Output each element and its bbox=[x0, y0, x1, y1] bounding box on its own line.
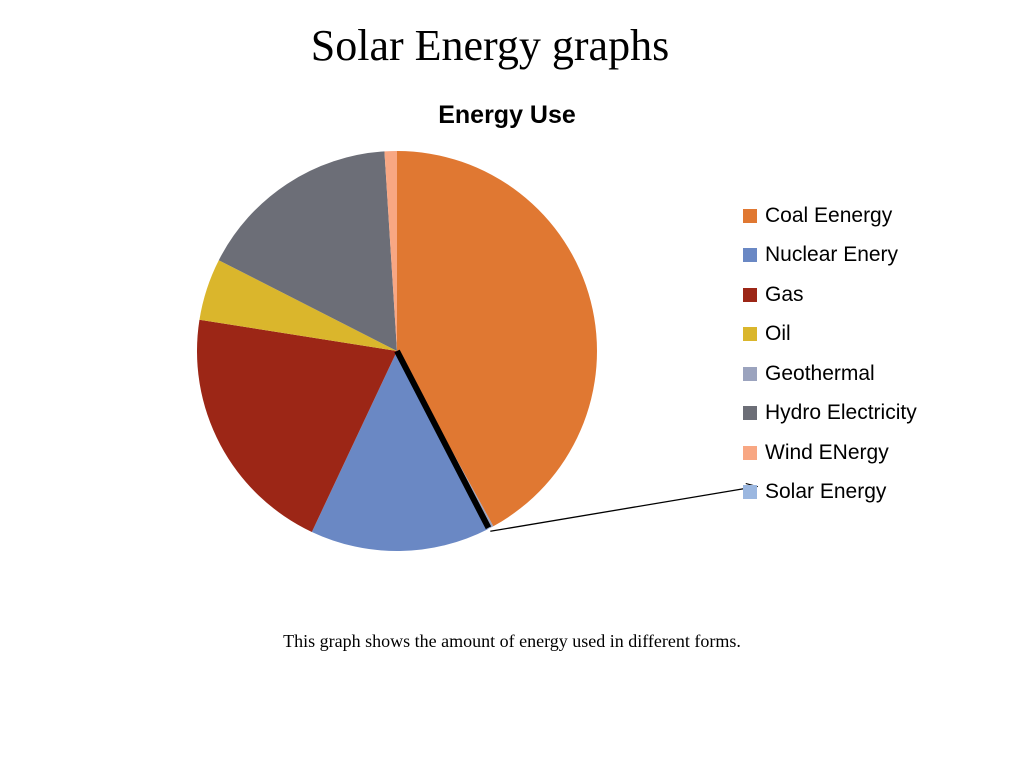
legend-swatch bbox=[743, 485, 757, 500]
legend-item-nuclear-enery: Nuclear Enery bbox=[743, 236, 917, 276]
legend-swatch bbox=[743, 406, 757, 421]
legend-swatch bbox=[743, 327, 757, 342]
legend-label: Hydro Electricity bbox=[765, 401, 917, 425]
legend-item-hydro-electricity: Hydro Electricity bbox=[743, 394, 917, 434]
legend-label: Oil bbox=[765, 322, 791, 346]
pie-slice-wind-energy bbox=[384, 150, 397, 351]
legend-item-geothermal: Geothermal bbox=[743, 354, 917, 394]
legend-item-coal-eenergy: Coal Eenergy bbox=[743, 196, 917, 236]
legend-item-oil: Oil bbox=[743, 315, 917, 355]
legend-label: Solar Energy bbox=[765, 480, 887, 504]
legend-swatch bbox=[743, 445, 757, 460]
annotation-arrow bbox=[490, 487, 757, 532]
chart-title: Energy Use bbox=[438, 101, 576, 129]
pie-slice-hydro-electricity bbox=[218, 151, 397, 351]
pie-slice-coal-eenergy bbox=[397, 151, 597, 527]
highlight-outline bbox=[394, 349, 492, 530]
pie-slice-oil bbox=[199, 260, 397, 351]
legend-label: Coal Eenergy bbox=[765, 203, 893, 227]
legend-label: Gas bbox=[765, 282, 804, 306]
pie-slice-gas bbox=[196, 319, 397, 532]
legend-label: Wind ENergy bbox=[765, 440, 889, 464]
slide-caption: This graph shows the amount of energy us… bbox=[283, 631, 741, 651]
legend-swatch bbox=[743, 208, 757, 223]
slide-title: Solar Energy graphs bbox=[310, 21, 670, 70]
legend-swatch bbox=[743, 248, 757, 263]
legend-label: Nuclear Enery bbox=[765, 243, 899, 267]
pie-slice-nuclear-enery bbox=[311, 351, 488, 552]
legend-item-wind-energy: Wind ENergy bbox=[743, 433, 917, 473]
legend-item-gas: Gas bbox=[743, 275, 917, 315]
legend-swatch bbox=[743, 366, 757, 381]
legend-item-solar-energy: Solar Energy bbox=[743, 473, 917, 513]
legend-label: Geothermal bbox=[765, 361, 875, 385]
legend-swatch bbox=[743, 287, 757, 302]
legend: Coal Eenergy Nuclear Enery Gas Oil Geotherma… bbox=[743, 196, 917, 512]
